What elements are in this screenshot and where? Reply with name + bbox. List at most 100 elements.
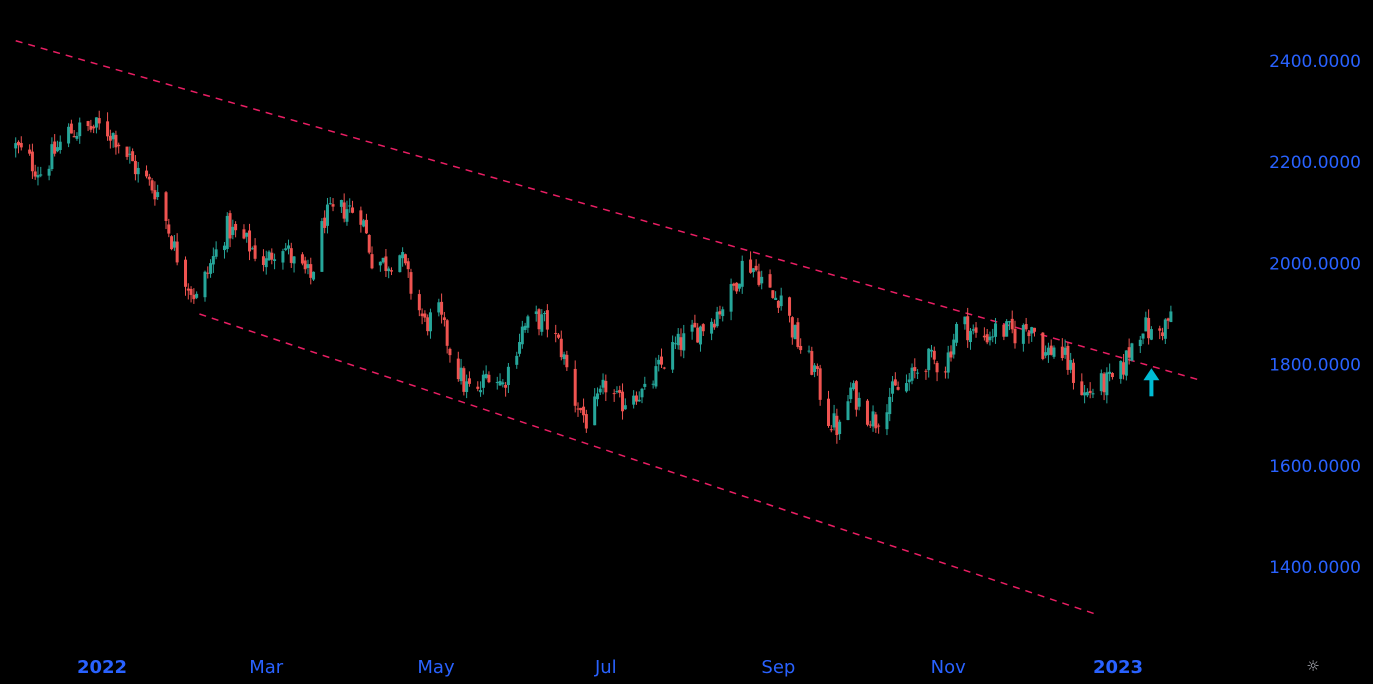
candle-body (250, 248, 254, 250)
candle (554, 324, 558, 343)
candle (1166, 317, 1170, 330)
candle (320, 218, 324, 272)
candle (423, 310, 427, 322)
candle (75, 132, 79, 141)
candle (484, 365, 488, 380)
candle (1049, 339, 1053, 356)
candle-body (885, 412, 889, 430)
candle (682, 324, 686, 359)
candle-body (320, 221, 324, 272)
x-tick-label: Nov (931, 657, 966, 678)
candle-body (515, 355, 519, 365)
candle (289, 242, 293, 268)
candle-body (1083, 392, 1087, 396)
candle (1080, 373, 1084, 396)
candle (128, 146, 132, 164)
candle-body (462, 368, 466, 392)
candle (573, 360, 577, 413)
candle (30, 143, 34, 179)
candle-body (924, 370, 928, 372)
candle (476, 381, 480, 392)
candle-body (378, 261, 382, 266)
candle (1138, 335, 1142, 354)
candle (401, 247, 405, 267)
candle-body (888, 396, 892, 415)
candle-body (440, 301, 444, 315)
candle-body (36, 175, 40, 178)
candle (582, 398, 586, 423)
settings-icon[interactable]: ☼ (1306, 657, 1320, 675)
candle (270, 248, 274, 265)
candle-body (657, 359, 661, 365)
x-axis: 2022 Mar May Jul Sep Nov 2023 (77, 657, 1143, 678)
candle-body (214, 249, 218, 257)
x-tick-label: Sep (761, 657, 795, 678)
candle-body (1030, 327, 1034, 334)
candle (125, 146, 129, 160)
candle (184, 256, 188, 296)
candle-body (1161, 332, 1165, 337)
candle (543, 311, 547, 322)
candle (58, 135, 62, 154)
y-tick-label: 1400.0000 (1269, 558, 1361, 578)
candle-body (387, 268, 391, 272)
candle-body (559, 338, 563, 358)
candle (261, 249, 265, 272)
candle (676, 328, 680, 350)
candle (448, 347, 452, 363)
candle (710, 318, 714, 341)
candle (214, 241, 218, 260)
candle (47, 165, 51, 181)
candle-body (637, 399, 641, 402)
candle (487, 371, 491, 384)
candle-body (75, 135, 79, 139)
candle (815, 363, 819, 376)
candle-body (58, 141, 62, 151)
candle-body (671, 342, 675, 370)
candle (877, 423, 881, 434)
candle (89, 119, 93, 133)
candle (904, 374, 908, 393)
candle-body (754, 265, 758, 271)
y-tick-label: 2400.0000 (1269, 52, 1361, 72)
candle (284, 243, 288, 252)
candle (893, 372, 897, 386)
candle (426, 314, 430, 336)
candle-body (774, 297, 778, 300)
candle (1027, 330, 1031, 344)
candle-body (231, 226, 235, 235)
candle-body (131, 151, 135, 162)
candle-body (1141, 333, 1145, 339)
candle-body (1144, 317, 1148, 332)
arrow-head (1143, 368, 1160, 381)
candle-body (849, 387, 853, 400)
candle (916, 369, 920, 380)
candle (206, 266, 210, 279)
candle (913, 358, 917, 379)
candle-body (893, 379, 897, 386)
candle-body (982, 335, 986, 338)
candle (643, 376, 647, 390)
candle (615, 386, 619, 394)
candle (417, 289, 421, 317)
candle (1041, 332, 1045, 361)
candle (364, 213, 368, 235)
candle-body (117, 144, 121, 147)
candle (253, 238, 257, 262)
candle-body (1032, 327, 1036, 332)
candle (481, 370, 485, 395)
x-tick-label: Jul (594, 657, 617, 678)
candle-body (175, 241, 179, 263)
candle-body (1080, 381, 1084, 396)
candle-body (1069, 360, 1073, 370)
candle-body (526, 316, 530, 328)
candle (67, 123, 71, 148)
candle (1046, 342, 1050, 363)
candle-body (523, 325, 527, 330)
candle-body (810, 351, 814, 375)
candle (465, 374, 469, 399)
candle (1024, 317, 1028, 332)
candle-body (891, 381, 895, 394)
x-tick-label: Mar (249, 657, 284, 678)
candle-body (423, 313, 427, 318)
